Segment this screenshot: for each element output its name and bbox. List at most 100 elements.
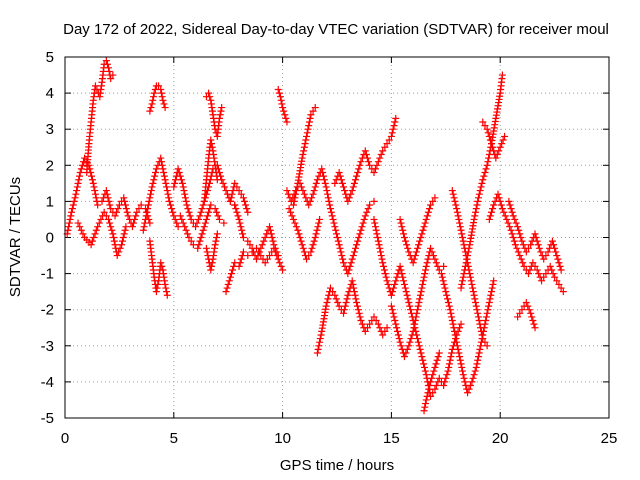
data-point xyxy=(555,259,563,267)
data-point xyxy=(298,241,306,249)
data-point xyxy=(487,140,495,148)
data-point xyxy=(428,248,436,256)
data-point xyxy=(176,172,184,180)
data-point xyxy=(487,288,495,296)
data-point xyxy=(148,100,156,108)
data-point xyxy=(441,378,449,386)
data-point xyxy=(416,237,424,245)
data-point xyxy=(445,360,453,368)
data-point xyxy=(362,150,370,158)
data-point xyxy=(326,284,334,292)
data-point xyxy=(399,226,407,234)
data-point xyxy=(423,212,431,220)
data-point xyxy=(472,363,480,371)
series-s16 xyxy=(283,165,378,278)
data-point xyxy=(377,248,385,256)
data-point xyxy=(323,187,331,195)
data-point xyxy=(197,208,205,216)
data-point xyxy=(506,223,514,231)
data-point xyxy=(544,248,552,256)
data-point xyxy=(226,273,234,281)
data-point xyxy=(91,230,99,238)
data-point xyxy=(468,378,476,386)
data-point xyxy=(91,190,99,198)
data-point xyxy=(470,291,478,299)
data-point xyxy=(174,165,182,173)
data-point xyxy=(336,172,344,180)
data-point xyxy=(124,212,132,220)
data-point xyxy=(468,280,476,288)
data-point xyxy=(387,291,395,299)
y-tick-label: -1 xyxy=(41,266,54,283)
data-point xyxy=(363,324,371,332)
series-s20 xyxy=(331,114,400,205)
data-point xyxy=(305,118,313,126)
data-point xyxy=(179,179,187,187)
data-point xyxy=(403,291,411,299)
data-point xyxy=(476,320,484,328)
series-s23 xyxy=(396,194,439,267)
data-point xyxy=(424,255,432,263)
data-point xyxy=(420,273,428,281)
data-point xyxy=(504,219,512,227)
data-point xyxy=(352,295,360,303)
data-point xyxy=(303,255,311,263)
data-point xyxy=(418,353,426,361)
data-point xyxy=(537,248,545,256)
data-point xyxy=(471,295,479,303)
data-point xyxy=(110,237,118,245)
data-point xyxy=(358,223,366,231)
data-point xyxy=(123,208,131,216)
data-point xyxy=(421,266,429,274)
data-point xyxy=(460,374,468,382)
data-point xyxy=(311,234,319,241)
data-point xyxy=(105,67,113,75)
data-point xyxy=(339,255,347,263)
data-point xyxy=(233,183,241,191)
data-point xyxy=(496,197,504,205)
data-point xyxy=(535,244,543,252)
data-point xyxy=(73,187,81,195)
data-point xyxy=(469,374,477,382)
data-point xyxy=(335,169,343,177)
data-point xyxy=(373,230,381,238)
data-point xyxy=(155,82,163,90)
data-point xyxy=(420,407,428,415)
data-point xyxy=(443,291,451,299)
data-point xyxy=(516,252,524,260)
data-point xyxy=(121,201,129,209)
data-point xyxy=(430,367,438,375)
data-point xyxy=(411,320,419,328)
data-point xyxy=(176,212,184,220)
data-point xyxy=(280,107,288,115)
data-point xyxy=(440,280,448,288)
data-point xyxy=(534,241,542,249)
data-point xyxy=(227,270,235,278)
data-point xyxy=(514,248,522,256)
data-point xyxy=(252,255,260,263)
data-point xyxy=(429,252,437,260)
data-point xyxy=(453,208,461,216)
data-point xyxy=(372,317,380,325)
series-s25 xyxy=(437,270,498,397)
data-point xyxy=(416,345,424,353)
data-point xyxy=(375,241,383,249)
data-point xyxy=(325,197,333,205)
data-point xyxy=(407,306,415,314)
data-point xyxy=(223,284,231,292)
data-point xyxy=(165,194,173,202)
data-point xyxy=(379,147,387,155)
data-point xyxy=(213,176,221,184)
data-point xyxy=(152,169,160,177)
data-point xyxy=(170,183,178,191)
data-point xyxy=(351,176,359,184)
data-point xyxy=(79,230,87,238)
data-point xyxy=(384,280,392,288)
data-point xyxy=(322,302,330,310)
data-point xyxy=(462,259,470,267)
data-point xyxy=(414,302,422,310)
data-point xyxy=(448,317,456,325)
data-point xyxy=(374,234,382,241)
data-point xyxy=(158,161,166,169)
data-point xyxy=(350,284,358,292)
